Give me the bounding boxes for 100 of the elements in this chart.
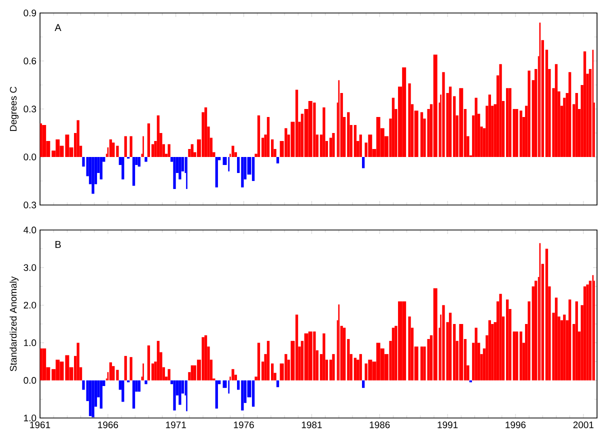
bar bbox=[392, 98, 395, 157]
bar bbox=[173, 380, 176, 410]
bar bbox=[109, 362, 112, 380]
bar bbox=[392, 328, 395, 380]
bar bbox=[130, 136, 132, 157]
bar bbox=[488, 320, 492, 380]
bar bbox=[144, 380, 148, 384]
bar bbox=[459, 324, 464, 380]
bar bbox=[442, 72, 445, 157]
bar bbox=[506, 300, 509, 380]
bar bbox=[190, 144, 194, 157]
bar bbox=[100, 380, 102, 409]
bar bbox=[92, 156, 94, 194]
bar bbox=[204, 107, 208, 157]
bar bbox=[130, 357, 132, 380]
y-tick-label: 1.0 bbox=[24, 339, 36, 346]
bar bbox=[112, 366, 115, 380]
bar bbox=[488, 94, 492, 157]
bar bbox=[122, 380, 124, 402]
bar bbox=[156, 115, 160, 157]
bar bbox=[342, 328, 346, 380]
y-tick-label: 0.0 bbox=[24, 377, 36, 384]
bar bbox=[408, 83, 411, 157]
bar bbox=[586, 284, 589, 380]
bar bbox=[304, 333, 308, 380]
bar bbox=[491, 324, 494, 380]
bar bbox=[459, 88, 464, 157]
bar bbox=[528, 70, 530, 157]
bar bbox=[266, 340, 270, 380]
x-tick-label: 1961 bbox=[30, 422, 50, 428]
bar bbox=[420, 346, 424, 380]
x-tick-label: 2001 bbox=[573, 422, 594, 428]
bar bbox=[215, 380, 218, 409]
bar bbox=[132, 156, 136, 186]
bar bbox=[215, 156, 218, 188]
bar bbox=[368, 134, 372, 157]
bar bbox=[204, 335, 208, 380]
bar bbox=[156, 340, 160, 380]
bar bbox=[420, 112, 424, 157]
x-tick-label: 1996 bbox=[506, 422, 526, 428]
bar bbox=[332, 132, 335, 157]
bar bbox=[474, 98, 478, 157]
y-axis-title: Standardized Anomaly bbox=[10, 276, 18, 372]
bar bbox=[516, 332, 518, 380]
bar bbox=[147, 345, 150, 380]
bar bbox=[100, 156, 102, 180]
bar bbox=[322, 107, 326, 157]
bar bbox=[40, 123, 42, 157]
bar bbox=[124, 356, 127, 380]
y-tick-label: 0.3 bbox=[24, 202, 36, 208]
bar bbox=[173, 156, 176, 189]
bar bbox=[257, 342, 260, 380]
bar bbox=[433, 54, 438, 157]
bar bbox=[402, 301, 406, 380]
bar bbox=[112, 142, 115, 157]
bar bbox=[362, 380, 365, 388]
bar bbox=[116, 146, 119, 157]
bar bbox=[124, 136, 127, 157]
bar bbox=[568, 72, 572, 157]
bar bbox=[520, 332, 522, 380]
bar bbox=[376, 342, 380, 380]
y-tick-label: 0.6 bbox=[24, 58, 36, 64]
bar bbox=[138, 380, 141, 392]
bar bbox=[241, 380, 244, 410]
y-tick-label: 0.9 bbox=[24, 10, 36, 16]
x-tick-label: 1971 bbox=[166, 422, 186, 428]
bar bbox=[308, 332, 312, 380]
bar bbox=[138, 156, 141, 167]
bar bbox=[398, 301, 402, 380]
bar bbox=[575, 92, 578, 157]
bar bbox=[359, 354, 362, 380]
bar bbox=[568, 300, 572, 380]
bar bbox=[40, 348, 42, 380]
bar bbox=[368, 360, 372, 380]
bar bbox=[178, 380, 182, 405]
bar bbox=[408, 316, 411, 380]
bar bbox=[332, 354, 335, 380]
y-tick-label: 4.0 bbox=[24, 226, 36, 234]
bar bbox=[147, 123, 150, 157]
bar bbox=[266, 116, 270, 157]
bar bbox=[516, 108, 518, 157]
bar bbox=[116, 370, 119, 380]
bar bbox=[88, 380, 92, 416]
bar bbox=[109, 139, 112, 157]
bar bbox=[362, 156, 365, 168]
bar bbox=[56, 139, 60, 157]
bar bbox=[448, 312, 452, 380]
y-tick-label: 0.0 bbox=[24, 154, 36, 160]
bar bbox=[583, 286, 586, 380]
bar bbox=[554, 64, 558, 157]
bar bbox=[276, 156, 280, 164]
bar bbox=[499, 64, 502, 157]
bar bbox=[276, 380, 280, 388]
bar bbox=[474, 328, 478, 380]
bar bbox=[508, 88, 512, 157]
bar bbox=[506, 88, 509, 157]
bar bbox=[42, 348, 46, 380]
bar bbox=[232, 146, 234, 157]
bar bbox=[322, 333, 326, 380]
bar bbox=[575, 301, 578, 380]
